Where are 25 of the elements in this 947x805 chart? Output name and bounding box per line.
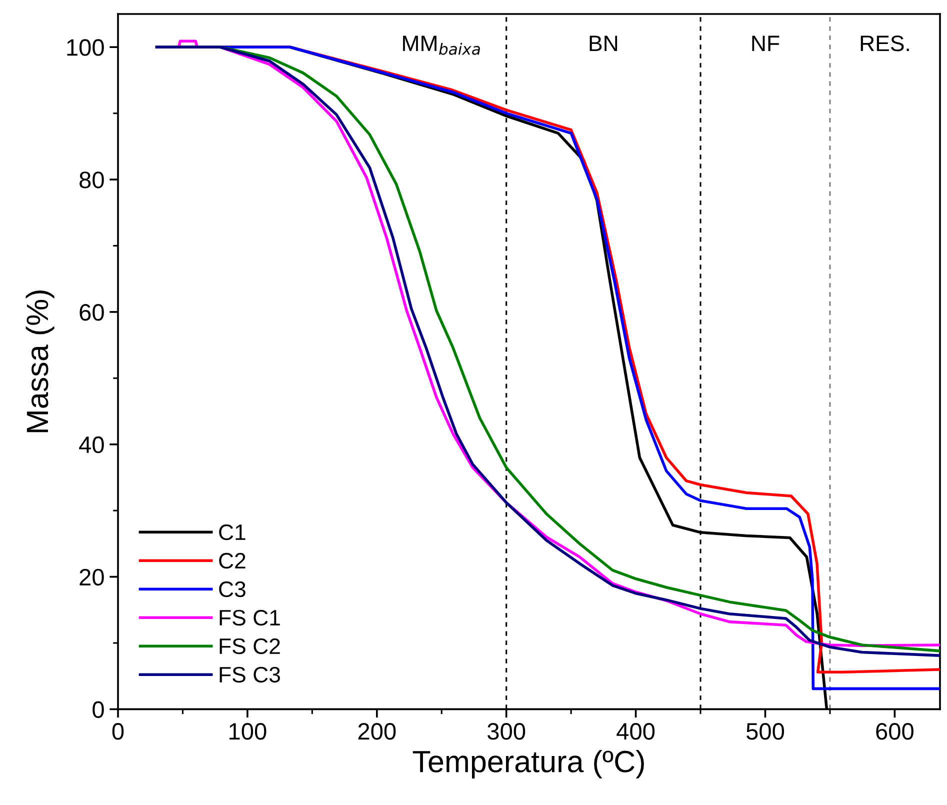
x-tick-label: 500	[746, 723, 784, 740]
y-tick-label: 20	[80, 568, 104, 586]
x-tick-label: 200	[358, 723, 396, 740]
legend-label: FS C3	[220, 666, 280, 683]
annotation: RES.	[860, 36, 909, 52]
y-tick-label: 80	[80, 172, 104, 188]
legend-label: FS C1	[220, 610, 280, 626]
annotation: BN	[590, 36, 618, 52]
y-tick-label: 40	[79, 436, 104, 454]
x-tick-label: 600	[876, 723, 914, 740]
x-tick-label: 0	[112, 723, 124, 740]
legend-label: C2	[219, 552, 246, 569]
legend-label: C3	[219, 581, 246, 598]
x-tick-label: 100	[230, 723, 266, 740]
y-tick-label: 0	[92, 701, 104, 718]
annotation: MM$_{baixa}$	[403, 36, 480, 55]
x-tick-label: 400	[616, 723, 655, 740]
y-tick-label: 60	[80, 304, 104, 321]
legend-label: C1	[219, 524, 246, 540]
annotation: NF	[752, 36, 780, 52]
x-axis-title: Temperatura (ºC)	[412, 750, 644, 778]
y-axis-title: Massa (%)	[26, 290, 54, 432]
legend-label: FS C2	[220, 638, 280, 654]
x-tick-label: 300	[488, 723, 526, 740]
y-tick-label: 100	[67, 39, 104, 56]
